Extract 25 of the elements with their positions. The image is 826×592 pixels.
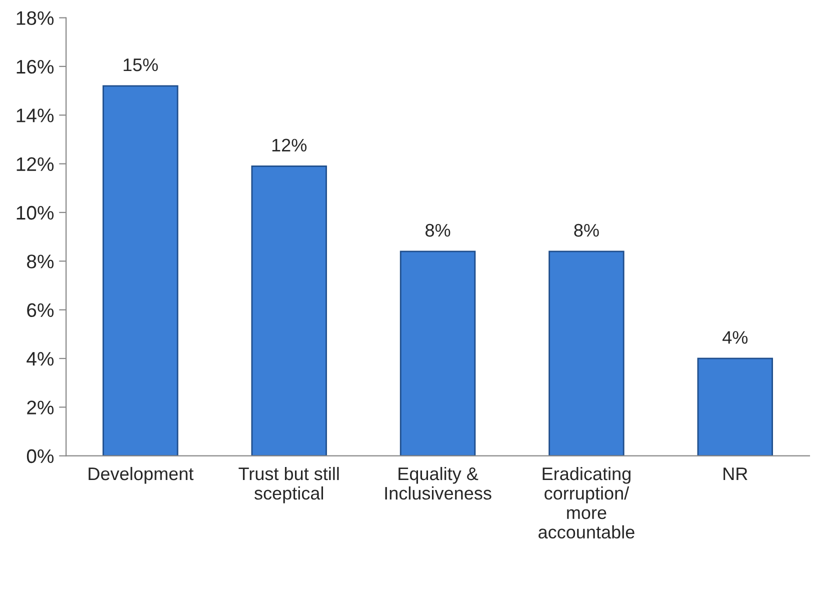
bar — [548, 250, 624, 456]
data-label: 12% — [272, 138, 307, 152]
x-tick-label: Trust but still sceptical — [238, 466, 339, 504]
bar — [102, 85, 178, 456]
data-label: 8% — [426, 224, 450, 237]
y-tick-label: 12% — [16, 157, 54, 171]
bar — [251, 166, 327, 456]
y-tick-label: 0% — [26, 449, 54, 464]
y-tick-label: 2% — [27, 400, 54, 414]
y-tick-label: 8% — [27, 254, 54, 268]
x-tick-label: Eradicating corruption/ more accountable — [538, 466, 634, 539]
y-tick-label: 4% — [26, 352, 54, 366]
y-tick-label: 14% — [16, 108, 54, 122]
data-label: 15% — [124, 58, 158, 72]
x-tick-label: Development — [88, 466, 194, 484]
y-tick-label: 10% — [16, 206, 54, 220]
data-label: 4% — [722, 331, 748, 344]
data-label: 8% — [574, 224, 599, 237]
y-tick-label: 18% — [16, 11, 54, 25]
y-tick-label: 16% — [16, 60, 54, 74]
x-tick-label: Equality & Inclusiveness — [385, 466, 492, 500]
bar — [697, 358, 774, 456]
y-tick-label: 6% — [27, 303, 54, 318]
x-tick-label: NR — [724, 468, 748, 480]
bar — [400, 250, 476, 456]
